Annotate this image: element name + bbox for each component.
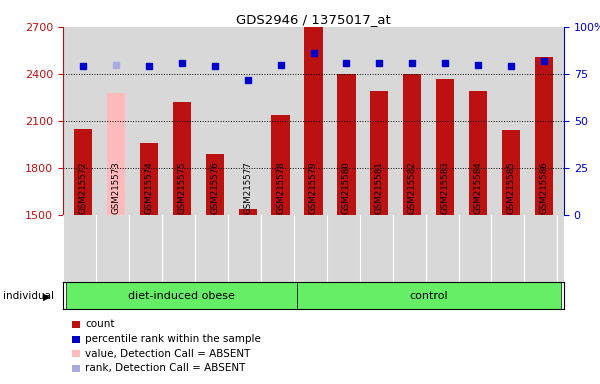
Text: individual: individual — [3, 291, 54, 301]
Text: diet-induced obese: diet-induced obese — [128, 291, 235, 301]
Bar — [173, 102, 191, 215]
Bar — [436, 79, 454, 215]
Bar — [469, 91, 487, 215]
Bar — [337, 74, 356, 215]
Text: ▶: ▶ — [43, 291, 50, 301]
Bar — [239, 209, 257, 215]
Bar — [297, 282, 561, 309]
Bar — [107, 93, 125, 215]
Bar — [140, 143, 158, 215]
Text: control: control — [410, 291, 448, 301]
Text: rank, Detection Call = ABSENT: rank, Detection Call = ABSENT — [85, 363, 245, 373]
Bar — [206, 154, 224, 215]
Title: GDS2946 / 1375017_at: GDS2946 / 1375017_at — [236, 13, 391, 26]
Bar — [74, 129, 92, 215]
Bar — [66, 282, 297, 309]
Bar — [403, 74, 421, 215]
Bar — [535, 57, 553, 215]
Text: percentile rank within the sample: percentile rank within the sample — [85, 334, 261, 344]
Bar — [304, 27, 323, 215]
Bar — [370, 91, 388, 215]
Bar — [271, 115, 290, 215]
Text: count: count — [85, 319, 115, 329]
Text: value, Detection Call = ABSENT: value, Detection Call = ABSENT — [85, 349, 251, 359]
Bar — [502, 131, 520, 215]
